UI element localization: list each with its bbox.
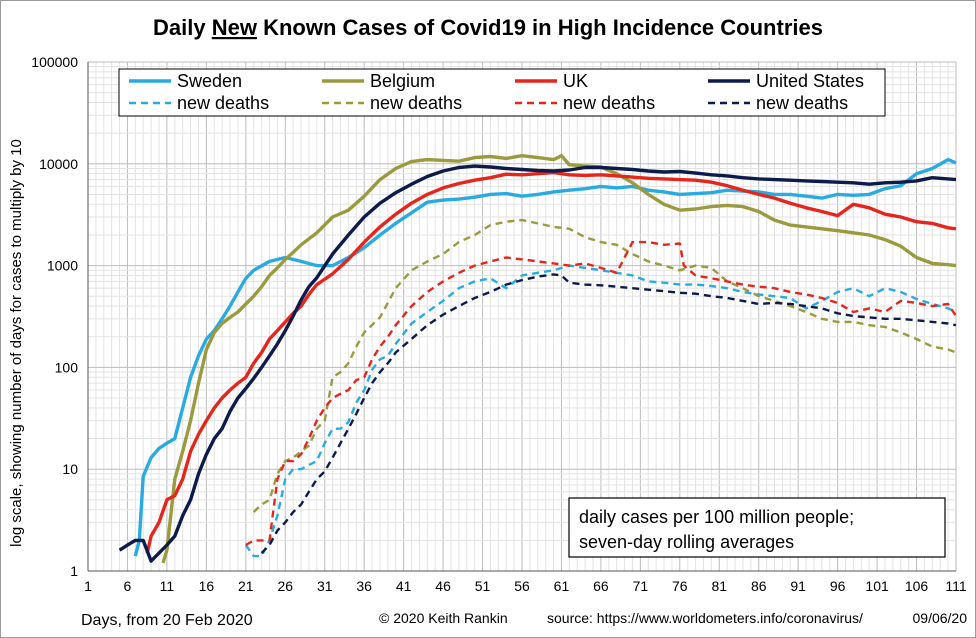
x-tick-label: 86 bbox=[751, 578, 767, 594]
legend-box bbox=[118, 68, 886, 117]
x-axis-label: Days, from 20 Feb 2020 bbox=[81, 612, 253, 629]
x-tick-label: 46 bbox=[435, 578, 451, 594]
x-tick-label: 6 bbox=[124, 578, 132, 594]
x-tick-label: 16 bbox=[199, 578, 215, 594]
legend-label: UK bbox=[563, 71, 588, 91]
x-tick-label: 1 bbox=[84, 578, 92, 594]
united-states-cases-line bbox=[118, 164, 957, 563]
legend-label: new deaths bbox=[563, 93, 655, 113]
source-text: source: https://www.worldometers.info/co… bbox=[547, 610, 863, 626]
x-tick-label: 111 bbox=[945, 578, 966, 594]
series-lines bbox=[118, 153, 958, 564]
x-tick-label: 101 bbox=[865, 578, 889, 594]
y-tick-label: 100 bbox=[55, 359, 79, 375]
x-tick-label: 21 bbox=[238, 578, 254, 594]
x-tick-label: 36 bbox=[356, 578, 372, 594]
united-states-deaths-line bbox=[260, 273, 957, 554]
sweden-cases-line bbox=[133, 157, 957, 557]
x-tick-label: 11 bbox=[160, 578, 175, 594]
y-tick-label: 1 bbox=[70, 563, 78, 579]
y-tick-label: 1000 bbox=[47, 258, 78, 274]
credit-text: © 2020 Keith Rankin bbox=[379, 610, 508, 626]
x-tick-label: 106 bbox=[905, 578, 929, 594]
x-tick-label: 26 bbox=[277, 578, 293, 594]
y-tick-label: 10000 bbox=[39, 156, 78, 172]
chart-title: Daily New Known Cases of Covid19 in High… bbox=[153, 15, 823, 40]
legend-label: new deaths bbox=[756, 93, 848, 113]
x-tick-label: 51 bbox=[475, 578, 491, 594]
x-tick-label: 56 bbox=[514, 578, 530, 594]
x-tick-label: 91 bbox=[790, 578, 806, 594]
x-tick-label: 96 bbox=[830, 578, 846, 594]
x-tick-label: 31 bbox=[317, 578, 333, 594]
note-line-1: daily cases per 100 million people; bbox=[579, 507, 854, 527]
note-line-2: seven-day rolling averages bbox=[579, 532, 794, 552]
x-tick-label: 61 bbox=[554, 578, 570, 594]
date-text: 09/06/20 bbox=[913, 610, 968, 626]
x-tick-label: 81 bbox=[711, 578, 727, 594]
x-tick-label: 76 bbox=[672, 578, 688, 594]
grid bbox=[87, 61, 957, 572]
legend-label: new deaths bbox=[370, 93, 462, 113]
legend-label: United States bbox=[756, 71, 864, 91]
legend-label: Belgium bbox=[370, 71, 435, 91]
title-emphasis: New bbox=[212, 15, 258, 40]
y-tick-label: 10 bbox=[62, 461, 78, 477]
legend-label: Sweden bbox=[177, 71, 242, 91]
uk-cases-line bbox=[145, 170, 957, 554]
x-tick-label: 66 bbox=[593, 578, 609, 594]
y-axis-label: log scale, showing number of days for ca… bbox=[8, 139, 25, 547]
y-tick-label: 100000 bbox=[31, 54, 78, 70]
x-tick-label: 71 bbox=[633, 578, 649, 594]
legend-label: new deaths bbox=[177, 93, 269, 113]
note-box: daily cases per 100 million people; seve… bbox=[568, 497, 946, 558]
x-tick-label: 41 bbox=[396, 578, 412, 594]
belgium-cases-line bbox=[161, 153, 957, 564]
belgium-deaths-line bbox=[252, 218, 957, 513]
